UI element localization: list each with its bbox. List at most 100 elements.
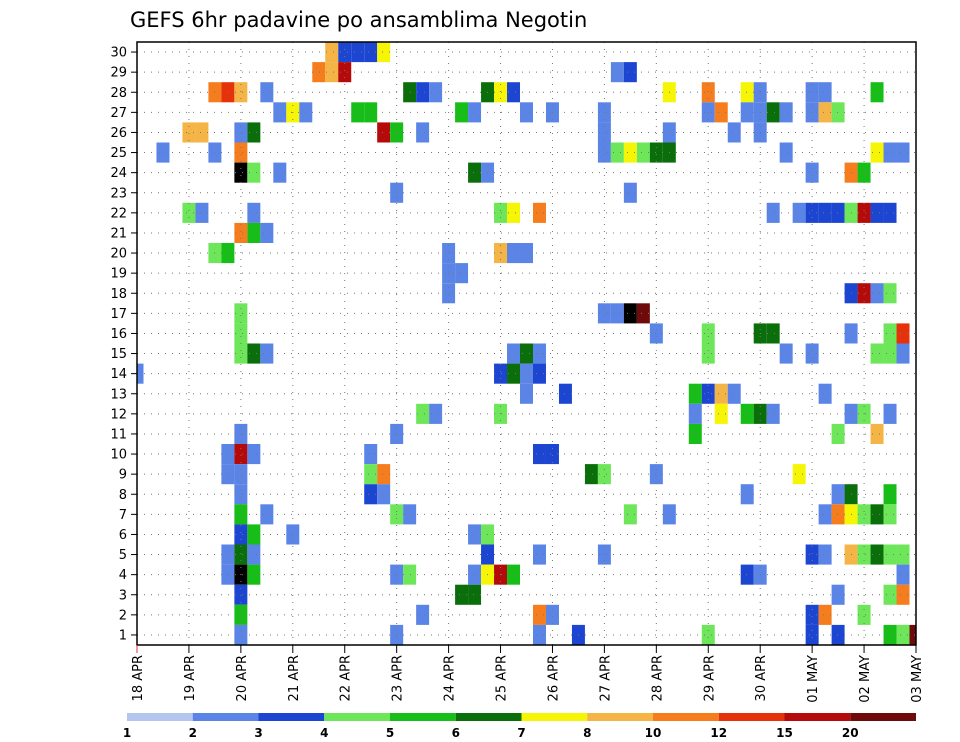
y-tick-label: 25 — [110, 146, 127, 161]
y-tick-label: 29 — [110, 66, 127, 81]
heatmap-cell — [455, 263, 469, 284]
heatmap-cell — [156, 142, 170, 163]
heatmap-cell — [468, 102, 482, 123]
heatmap-cell — [909, 624, 916, 645]
heatmap-cell — [740, 102, 754, 123]
heatmap-cell — [805, 82, 819, 103]
legend-label: 7 — [517, 726, 525, 740]
color-legend: 1 2 3 4 5 6 7 8 10 12 15 20 — [123, 713, 916, 740]
heatmap-cell — [429, 82, 443, 103]
x-tick-label: 23 APR — [391, 655, 406, 701]
x-tick-label: 27 APR — [598, 655, 613, 701]
heatmap-cell — [247, 202, 261, 223]
heatmap-cell — [636, 142, 650, 163]
heatmap-cell — [403, 504, 417, 525]
heatmap-cell — [870, 82, 884, 103]
heatmap-cell — [182, 202, 196, 223]
heatmap-cell — [364, 42, 378, 63]
heatmap-cell — [351, 102, 365, 123]
heatmap-cell — [883, 504, 897, 525]
heatmap-cell — [234, 524, 248, 545]
heatmap-cell — [195, 122, 209, 143]
heatmap-cell — [507, 82, 521, 103]
legend-swatch — [455, 713, 522, 721]
y-tick-label: 7 — [119, 508, 127, 523]
heatmap-cell — [377, 484, 391, 505]
y-tick-label: 13 — [110, 387, 127, 402]
heatmap-cell — [494, 243, 508, 264]
heatmap-cell — [857, 544, 871, 565]
heatmap-cell — [494, 202, 508, 223]
x-tick-label: 25 APR — [495, 655, 510, 701]
heatmap-cell — [870, 504, 884, 525]
heatmap-cell — [623, 142, 637, 163]
heatmap-cell — [234, 142, 248, 163]
heatmap-cell — [364, 484, 378, 505]
heatmap-cell — [597, 142, 611, 163]
heatmap-cell — [649, 464, 663, 485]
heatmap-cell — [338, 62, 352, 83]
heatmap-cell — [896, 544, 910, 565]
x-tick-label: 18 APR — [131, 655, 146, 701]
y-tick-label: 26 — [110, 126, 127, 141]
heatmap-cell — [766, 403, 780, 424]
heatmap-cell — [494, 363, 508, 384]
legend-swatch — [718, 713, 785, 721]
heatmap-cell — [221, 82, 235, 103]
y-tick-label: 15 — [110, 347, 127, 362]
heatmap-cell — [857, 604, 871, 625]
heatmap-cell — [468, 162, 482, 183]
heatmap-cell — [403, 82, 417, 103]
heatmap-cell — [234, 504, 248, 525]
heatmap-cell — [234, 423, 248, 444]
x-tick-label: 02 MAY — [858, 655, 873, 703]
heatmap-cell — [818, 604, 832, 625]
y-tick-label: 22 — [110, 206, 127, 221]
heatmap-cell — [247, 122, 261, 143]
y-tick-label: 21 — [110, 226, 127, 241]
legend-swatch — [390, 713, 456, 721]
heatmap-cell — [234, 162, 248, 183]
heatmap-cell — [312, 62, 326, 83]
heatmap-cell — [221, 464, 235, 485]
heatmap-cell — [325, 42, 339, 63]
heatmap-cell — [701, 624, 715, 645]
heatmap-cell — [792, 464, 806, 485]
heatmap-cell — [701, 383, 715, 404]
x-tick-label: 24 APR — [443, 655, 458, 701]
heatmap-cell — [468, 524, 482, 545]
heatmap-cell — [260, 504, 274, 525]
heatmap-cell — [818, 82, 832, 103]
x-tick-label: 26 APR — [546, 655, 561, 701]
heatmap-cell — [896, 323, 910, 344]
heatmap-cell — [623, 182, 637, 203]
legend-swatch — [192, 713, 259, 721]
heatmap-cell — [247, 524, 261, 545]
heatmap-cell — [883, 624, 897, 645]
heatmap-cell — [247, 544, 261, 565]
heatmap-cell — [896, 142, 910, 163]
heatmap-cell — [792, 202, 806, 223]
heatmap-cell — [416, 604, 430, 625]
heatmap-cell — [883, 343, 897, 364]
heatmap-cell — [623, 504, 637, 525]
heatmap-cell — [818, 202, 832, 223]
y-tick-label: 20 — [110, 247, 127, 262]
legend-label: 15 — [776, 726, 793, 740]
heatmap-cell — [649, 142, 663, 163]
heatmap-cell — [701, 82, 715, 103]
heatmap-cell — [532, 444, 546, 465]
heatmap-cell — [870, 142, 884, 163]
heatmap-cell — [636, 303, 650, 324]
y-tick-label: 8 — [119, 488, 127, 503]
heatmap-cell — [896, 564, 910, 585]
heatmap-cell — [831, 584, 845, 605]
heatmap-cell — [532, 202, 546, 223]
legend-swatch — [521, 713, 588, 721]
heatmap-cell — [870, 283, 884, 304]
heatmap-cell — [468, 564, 482, 585]
heatmap-cell — [520, 383, 533, 404]
legend-swatch — [587, 713, 653, 721]
heatmap-cell — [520, 243, 533, 264]
heatmap-cell — [896, 343, 910, 364]
